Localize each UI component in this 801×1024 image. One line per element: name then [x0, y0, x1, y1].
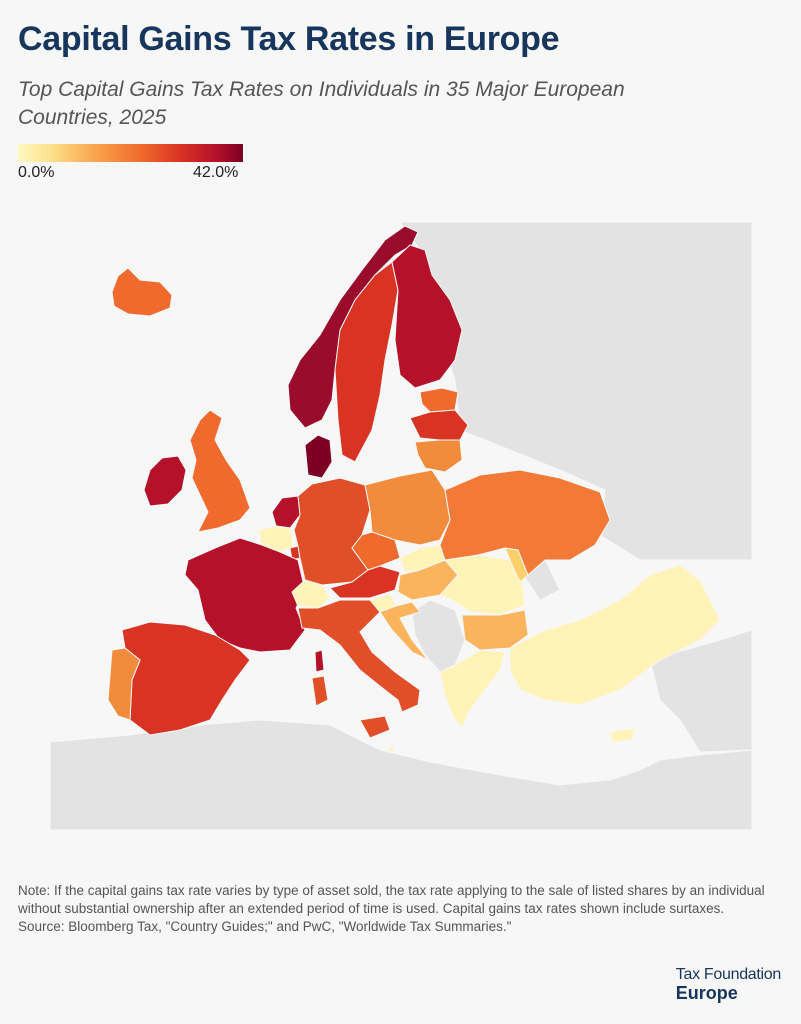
- country-turkey: [509, 564, 721, 706]
- country-poland: [364, 469, 451, 546]
- country-lithuania: [414, 439, 463, 473]
- country-norway: [287, 225, 419, 429]
- balkans-nonmember-land: [411, 599, 466, 673]
- europe-map: [50, 222, 752, 830]
- country-italy-sardinia: [311, 675, 329, 707]
- middle-east-land: [649, 629, 752, 753]
- country-latvia: [409, 409, 469, 441]
- country-finland: [391, 244, 463, 389]
- footnote: Note: If the capital gains tax rate vari…: [18, 882, 788, 936]
- country-switzerland: [291, 579, 331, 609]
- country-france-corsica: [314, 649, 325, 673]
- country-iceland: [111, 267, 173, 317]
- page-subtitle: Top Capital Gains Tax Rates on Individua…: [18, 78, 625, 129]
- legend-max-label: 42.0%: [193, 164, 239, 181]
- country-united-kingdom: [189, 409, 251, 533]
- country-germany: [293, 477, 371, 586]
- country-portugal: [107, 647, 141, 721]
- country-france: [184, 537, 306, 653]
- legend-min-label: 0.0%: [18, 164, 55, 181]
- country-italy-sicily: [359, 715, 391, 739]
- country-sweden: [334, 261, 399, 463]
- country-bulgaria: [461, 609, 529, 651]
- logo-line2: Europe: [675, 983, 738, 1003]
- country-ireland: [143, 455, 187, 507]
- country-croatia: [379, 601, 429, 661]
- footnote-note: Note: If the capital gains tax rate vari…: [18, 883, 765, 916]
- country-greece: [439, 649, 506, 729]
- page-title: Capital Gains Tax Rates in Europe: [18, 20, 560, 58]
- tax-foundation-logo: Tax Foundation Europe: [675, 966, 782, 1003]
- country-ukraine: [439, 469, 611, 576]
- north-africa-land: [50, 719, 752, 830]
- logo-line1: Tax Foundation: [675, 966, 782, 983]
- country-denmark: [304, 434, 333, 479]
- country-italy: [297, 599, 421, 713]
- country-netherlands: [271, 495, 301, 529]
- country-austria: [329, 565, 401, 599]
- color-scale-legend: [18, 144, 243, 162]
- footnote-source: Source: Bloomberg Tax, "Country Guides;"…: [18, 919, 512, 934]
- country-malta: [387, 745, 395, 753]
- country-cyprus: [609, 727, 636, 743]
- country-estonia: [419, 387, 459, 413]
